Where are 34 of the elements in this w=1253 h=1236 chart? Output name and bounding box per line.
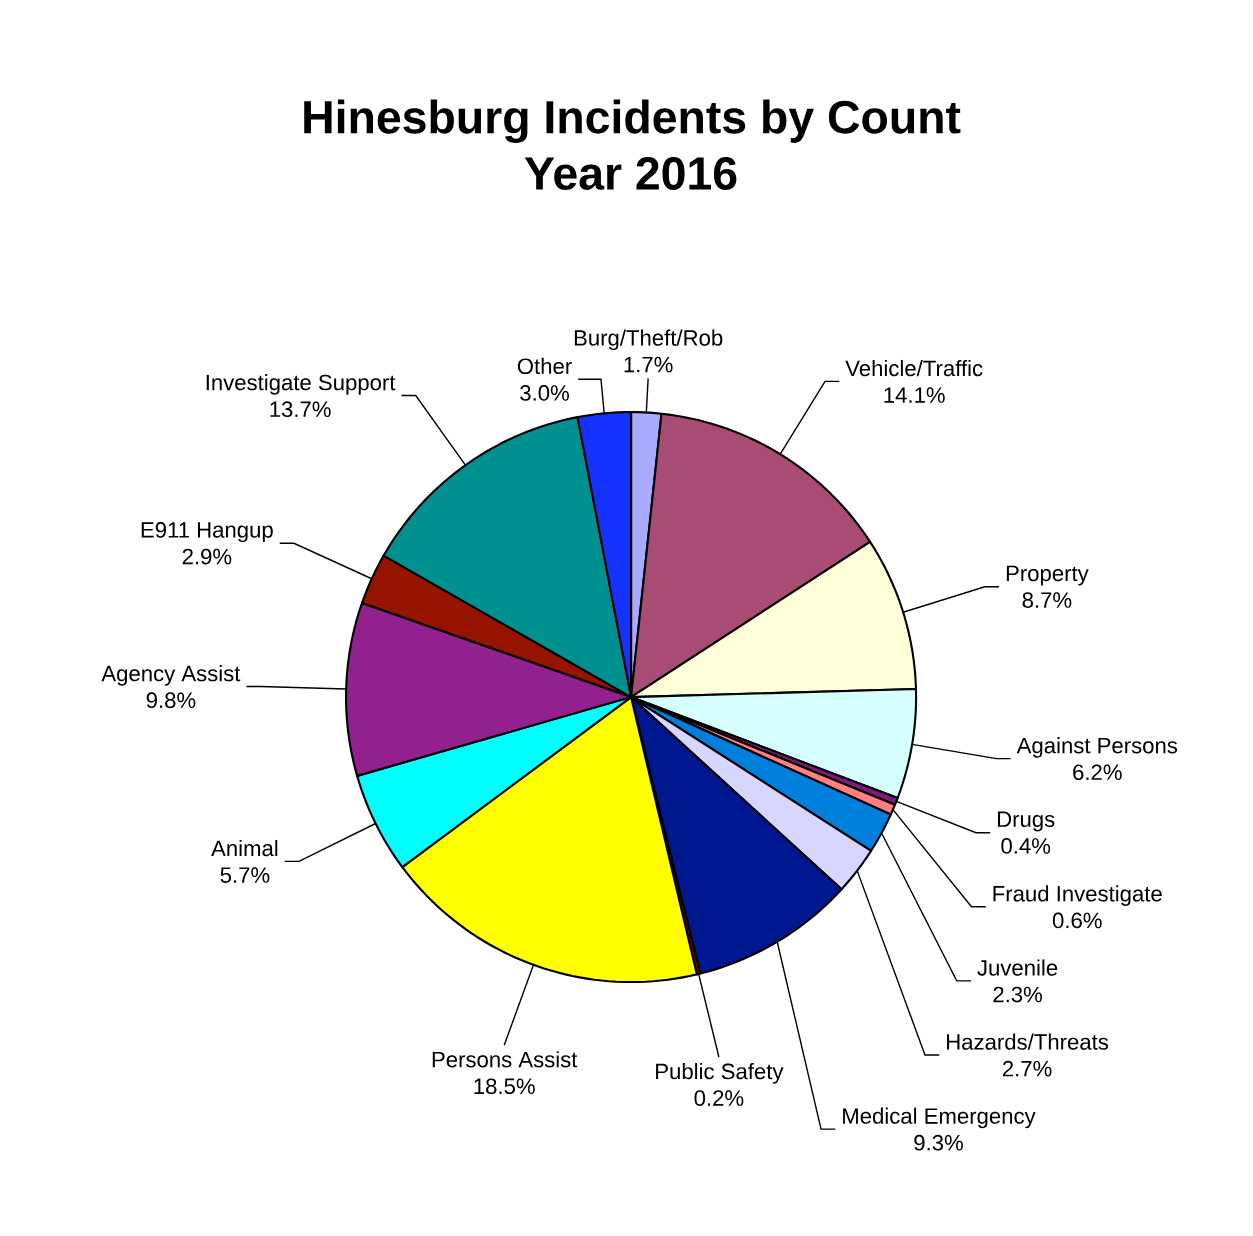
slice-label: Property [1006, 565, 1089, 586]
data-label: 1.7% [624, 356, 673, 373]
data-label: 0.6% [1052, 912, 1102, 929]
data-label: 13.7% [270, 401, 331, 418]
slice-label: Burg/Theft/Rob [574, 329, 723, 351]
slice-label: Medical Emergency [843, 1107, 1036, 1129]
slice-label: Juvenile [977, 959, 1058, 976]
data-label: 14.1% [884, 387, 945, 403]
slice-label: E911 Hangup [141, 522, 273, 543]
data-label: 2.9% [182, 548, 232, 565]
data-label: 18.5% [474, 1078, 535, 1095]
chart-subtitle: Year 2016 [524, 157, 737, 190]
data-label: 5.7% [220, 867, 270, 883]
slice-label: Hazards/Threats [947, 1033, 1109, 1050]
data-label: 8.7% [1022, 592, 1072, 608]
data-label: 9.3% [914, 1134, 963, 1151]
slice-label: Other [517, 357, 572, 375]
data-label: 9.8% [146, 692, 196, 709]
slice-label: Animal [211, 839, 278, 857]
data-label: 0.2% [694, 1090, 744, 1106]
data-label: 2.3% [993, 986, 1043, 1003]
slice-label: Vehicle/Traffic [845, 359, 983, 377]
chart-title: Hinesburg Incidents by Count [304, 99, 961, 144]
slice-label: Persons Assist [432, 1051, 578, 1068]
data-label: 0.4% [1001, 838, 1051, 854]
slice-label: Against Persons [1016, 737, 1178, 758]
slice-label: Agency Assist [101, 665, 241, 686]
data-label: 2.7% [1002, 1060, 1052, 1077]
slice-label: Public Safety [656, 1062, 784, 1084]
slice-label: Drugs [997, 811, 1055, 832]
slice-label: Investigate Support [206, 374, 396, 395]
data-label: 3.0% [520, 385, 569, 401]
slice-label: Fraud Investigate [993, 885, 1162, 906]
data-label: 6.2% [1073, 764, 1122, 781]
